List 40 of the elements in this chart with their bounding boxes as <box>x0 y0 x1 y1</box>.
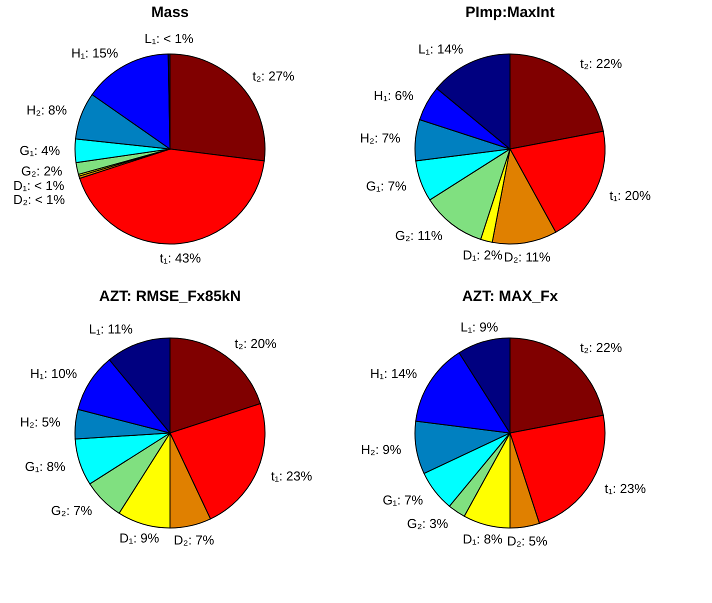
slice-label: t₁: 43% <box>160 250 202 266</box>
slice-label: D₂: 7% <box>174 532 215 548</box>
slice-label: G₁: 4% <box>20 143 60 158</box>
slice-label: D₂: < 1% <box>13 192 66 208</box>
chart-title: AZT: MAX_Fx <box>462 288 559 305</box>
slice-label: L₁: < 1% <box>144 31 194 46</box>
slice-label: G₂: 3% <box>407 516 449 531</box>
slice-label: G₁: 7% <box>382 492 424 508</box>
slice-label: t₂: 22% <box>580 56 622 72</box>
slice-label: t₁: 20% <box>610 188 652 203</box>
slice-label: G₁: 8% <box>24 458 66 474</box>
slice-label: G₂: 11% <box>395 228 444 243</box>
slice-label: H₂: 7% <box>360 130 401 146</box>
slice-label: D₁: 8% <box>462 532 503 547</box>
slice-label: t₂: 22% <box>580 340 622 356</box>
slice-label: G₂: 2% <box>21 164 63 179</box>
slice-label: t₂: 27% <box>252 68 295 84</box>
slice-label: H₁: 10% <box>30 366 78 382</box>
slice-label: H₁: 15% <box>71 46 119 61</box>
slice-label: D₁: 2% <box>462 248 503 263</box>
slice-label: D₁: < 1% <box>13 178 65 194</box>
slice-label: L₁: 14% <box>418 41 464 56</box>
slice-label: L₁: 11% <box>88 322 134 337</box>
slice-label: D₂: 5% <box>506 534 548 549</box>
slice-label: D₁: 9% <box>119 530 160 546</box>
slice-label: H₁: 14% <box>370 366 418 382</box>
chart-title: PImp:MaxInt <box>465 4 555 21</box>
slice-label: H₂: 8% <box>26 102 68 118</box>
slice-label: G₂: 7% <box>51 502 93 518</box>
chart-title: AZT: RMSE_Fx85kN <box>99 288 241 305</box>
slice-label: G₁: 7% <box>366 178 407 194</box>
chart-title: Mass <box>151 4 189 21</box>
slice-label: t₂: 20% <box>234 336 277 352</box>
slice-label: D₂: 11% <box>504 250 551 265</box>
slice-label: L₁: 9% <box>460 319 499 334</box>
slice-label: H₁: 6% <box>374 88 414 104</box>
slice-label: t₁: 23% <box>270 468 313 484</box>
slice-label: H₂: 9% <box>360 442 402 458</box>
slice-label: t₁: 23% <box>604 480 646 496</box>
slice-label: H₂: 5% <box>20 414 61 430</box>
